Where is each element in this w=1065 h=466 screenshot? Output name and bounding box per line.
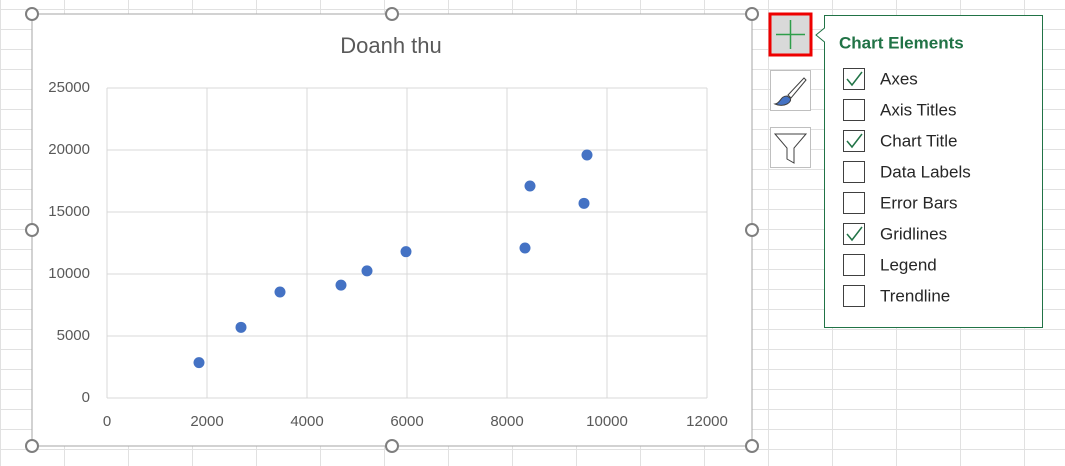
item-label[interactable]: Legend xyxy=(880,255,937,274)
data-point xyxy=(581,149,593,161)
x-tick-label: 10000 xyxy=(586,413,628,430)
checkbox[interactable] xyxy=(843,285,865,307)
y-tick-label: 10000 xyxy=(48,265,90,282)
panel-items: Axes Axis Titles Chart Title Data Labels Err… xyxy=(843,68,971,307)
brush-tip xyxy=(773,95,792,106)
data-point xyxy=(235,321,247,333)
item-label[interactable]: Axis Titles xyxy=(880,100,957,119)
data-point xyxy=(193,357,205,369)
checkbox[interactable] xyxy=(843,99,865,121)
item-label[interactable]: Error Bars xyxy=(880,193,957,212)
panel-title: Chart Elements xyxy=(839,33,964,52)
y-tick-label: 5000 xyxy=(57,327,90,344)
checkbox[interactable] xyxy=(843,254,865,276)
checkbox[interactable] xyxy=(843,130,865,152)
x-tick-label: 6000 xyxy=(390,413,423,430)
checkmark xyxy=(846,133,863,149)
item-label[interactable]: Gridlines xyxy=(880,224,947,243)
resize-handle[interactable] xyxy=(25,7,39,21)
resize-handle[interactable] xyxy=(385,439,399,453)
checkbox[interactable] xyxy=(843,223,865,245)
resize-handle[interactable] xyxy=(385,7,399,21)
y-tick-label: 0 xyxy=(82,389,90,406)
item-label[interactable]: Trendline xyxy=(880,286,950,305)
resize-handle[interactable] xyxy=(745,439,759,453)
chart-elements-panel xyxy=(815,15,1043,328)
data-point xyxy=(400,246,412,258)
checkbox[interactable] xyxy=(843,192,865,214)
checkmark xyxy=(846,226,863,242)
plus-icon xyxy=(776,20,805,49)
data-point xyxy=(578,197,590,209)
item-label[interactable]: Axes xyxy=(880,69,918,88)
plot: 0 5000 10000 15000 20000 25000 0 2000 4000 6000 80… xyxy=(48,79,728,430)
x-tick-label: 4000 xyxy=(290,413,323,430)
resize-handle[interactable] xyxy=(745,223,759,237)
chart-area[interactable] xyxy=(31,13,753,447)
resize-handle[interactable] xyxy=(25,223,39,237)
checkmark xyxy=(846,71,863,87)
item-label[interactable]: Data Labels xyxy=(880,162,971,181)
data-point xyxy=(274,286,286,298)
x-tick-label: 8000 xyxy=(490,413,523,430)
filter-icon xyxy=(773,133,808,164)
x-tick-label: 2000 xyxy=(190,413,223,430)
resize-handle[interactable] xyxy=(745,7,759,21)
data-point xyxy=(519,242,531,254)
data-point xyxy=(335,279,347,291)
x-tick-label: 0 xyxy=(103,413,111,430)
chart-title: Doanh thu xyxy=(340,33,442,58)
x-tick-label: 12000 xyxy=(686,413,728,430)
selection-handles xyxy=(25,7,759,453)
checkbox[interactable] xyxy=(843,68,865,90)
data-point xyxy=(524,180,536,192)
brush-icon xyxy=(787,77,807,99)
resize-handle[interactable] xyxy=(25,439,39,453)
y-tick-label: 25000 xyxy=(48,79,90,96)
data-point xyxy=(361,265,373,277)
checkbox[interactable] xyxy=(843,161,865,183)
y-tick-label: 15000 xyxy=(48,203,90,220)
y-tick-label: 20000 xyxy=(48,141,90,158)
item-label[interactable]: Chart Title xyxy=(880,131,957,150)
